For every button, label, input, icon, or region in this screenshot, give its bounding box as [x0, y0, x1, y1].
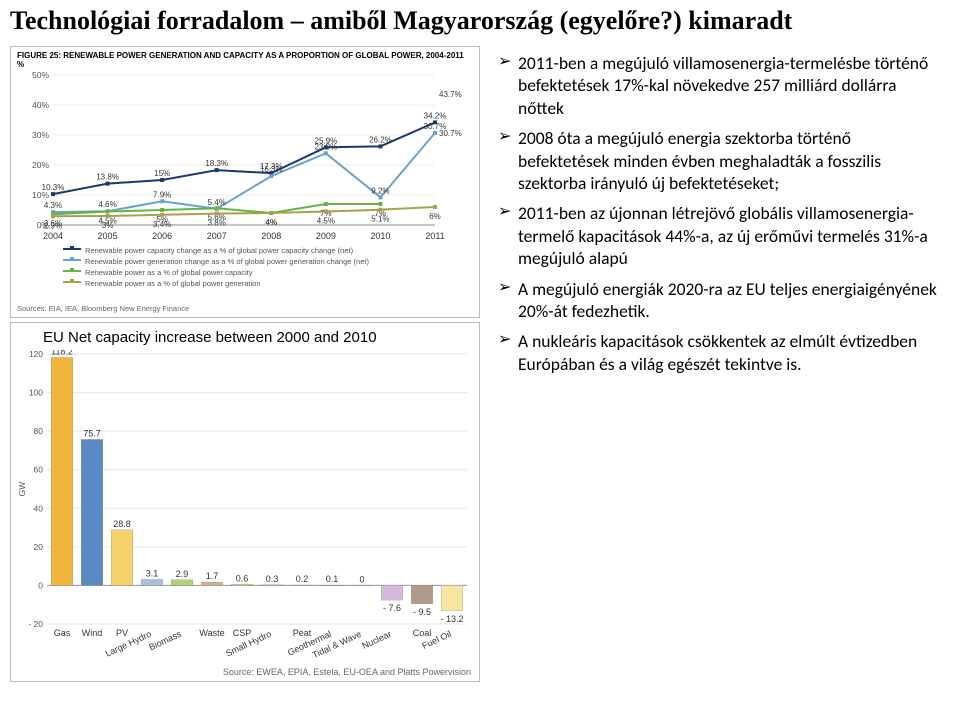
svg-text:5.1%: 5.1% — [371, 215, 389, 224]
capacity-chart-title: EU Net capacity increase between 2000 an… — [15, 325, 475, 350]
svg-text:0.3: 0.3 — [266, 574, 279, 584]
svg-text:60: 60 — [34, 465, 44, 475]
svg-text:Peat: Peat — [293, 628, 312, 638]
svg-text:120: 120 — [29, 350, 43, 359]
capacity-svg: 120 100 80 60 40 20 0 - 20 GW 118.2 Gas 75.7 Wind 28.… — [15, 350, 473, 666]
svg-text:40: 40 — [34, 503, 44, 513]
svg-text:20%: 20% — [32, 160, 49, 170]
bullet-list: 2011-ben a megújuló villamosenergia-term… — [498, 52, 940, 375]
svg-text:Biomass: Biomass — [147, 629, 183, 653]
svg-text:6%: 6% — [429, 212, 441, 221]
figure25-svg: 50%40%30%20%10%0%20042005200620072008200… — [17, 69, 475, 319]
svg-text:2006: 2006 — [152, 231, 172, 241]
svg-text:100: 100 — [29, 388, 43, 398]
capacity-bar-chart: EU Net capacity increase between 2000 an… — [10, 322, 480, 682]
svg-text:- 9.5: - 9.5 — [413, 607, 431, 617]
svg-text:9.2%: 9.2% — [371, 186, 389, 195]
svg-text:4.5%: 4.5% — [317, 217, 335, 226]
svg-text:Coal: Coal — [413, 628, 432, 638]
svg-text:2004: 2004 — [43, 231, 63, 241]
svg-text:PV: PV — [116, 628, 128, 638]
svg-text:40%: 40% — [32, 100, 49, 110]
svg-text:3.4%: 3.4% — [153, 220, 171, 229]
svg-text:2011: 2011 — [425, 231, 444, 241]
bullet-item: 2008 óta a megújuló energia szektorba tö… — [498, 127, 940, 194]
left-column: FIGURE 25: RENEWABLE POWER GENERATION AN… — [10, 46, 480, 682]
svg-text:80: 80 — [34, 426, 44, 436]
svg-text:0.6: 0.6 — [236, 573, 249, 583]
svg-text:4.6%: 4.6% — [98, 200, 116, 209]
svg-text:- 7.6: - 7.6 — [383, 603, 401, 613]
svg-text:5.4%: 5.4% — [208, 198, 226, 207]
bullet-text: A megújuló energiák 2020-ra az EU teljes… — [518, 278, 937, 322]
svg-text:2008: 2008 — [261, 231, 281, 241]
svg-text:3.8%: 3.8% — [208, 219, 226, 228]
svg-text:Renewable power capacity chang: Renewable power capacity change as a % o… — [85, 246, 354, 255]
svg-text:4.3%: 4.3% — [44, 201, 62, 210]
svg-text:30.7%: 30.7% — [439, 129, 462, 138]
figure25-source: Sources: EIA, IEA, Bloomberg New Energy … — [17, 304, 189, 313]
bullet-text: 2011-ben a megújuló villamosenergia-term… — [518, 52, 928, 119]
figure25-chart: FIGURE 25: RENEWABLE POWER GENERATION AN… — [10, 46, 480, 318]
svg-text:Renewable power as a % of glob: Renewable power as a % of global power g… — [85, 279, 261, 288]
svg-text:16.3%: 16.3% — [260, 165, 283, 174]
svg-text:2.9%: 2.9% — [44, 221, 62, 230]
bullet-item: 2011-ben az újonnan létrejövő globális v… — [498, 202, 940, 269]
svg-text:15%: 15% — [154, 169, 170, 178]
figure25-caption: FIGURE 25: RENEWABLE POWER GENERATION AN… — [17, 51, 473, 69]
page-title: Technológiai forradalom – amiből Magyaro… — [0, 0, 960, 46]
svg-text:Nuclear: Nuclear — [361, 629, 393, 651]
svg-text:18.3%: 18.3% — [205, 159, 228, 168]
bullet-text: 2008 óta a megújuló energia szektorba tö… — [518, 127, 881, 194]
svg-text:3%: 3% — [102, 221, 114, 230]
svg-text:2010: 2010 — [370, 231, 390, 241]
svg-text:20: 20 — [34, 542, 44, 552]
svg-text:26.2%: 26.2% — [369, 135, 392, 144]
bullet-item: 2011-ben a megújuló villamosenergia-term… — [498, 52, 940, 119]
bullet-item: A nukleáris kapacitások csökkentek az el… — [498, 330, 940, 375]
svg-text:28.8: 28.8 — [113, 519, 131, 529]
svg-text:118.2: 118.2 — [51, 350, 73, 356]
svg-text:23.9%: 23.9% — [315, 142, 338, 151]
bullets-block: 2011-ben a megújuló villamosenergia-term… — [480, 46, 940, 682]
svg-text:Wind: Wind — [82, 628, 103, 638]
svg-text:Renewable power as a % of glob: Renewable power as a % of global power c… — [85, 268, 253, 277]
page-root: Technológiai forradalom – amiből Magyaro… — [0, 0, 960, 710]
svg-text:43.7%: 43.7% — [439, 90, 462, 99]
bullet-item: A megújuló energiák 2020-ra az EU teljes… — [498, 278, 940, 323]
capacity-source: Source: EWEA, EPIA, Estela, EU-OEA and P… — [223, 667, 471, 677]
svg-text:3.1: 3.1 — [146, 568, 159, 578]
svg-text:2009: 2009 — [316, 231, 336, 241]
bullet-text: A nukleáris kapacitások csökkentek az el… — [518, 330, 917, 374]
svg-text:10.3%: 10.3% — [42, 183, 65, 192]
svg-text:30%: 30% — [32, 130, 49, 140]
svg-text:0: 0 — [359, 574, 364, 584]
svg-text:- 13.2: - 13.2 — [440, 614, 463, 624]
svg-text:2.9: 2.9 — [176, 569, 189, 579]
svg-text:2005: 2005 — [98, 231, 118, 241]
svg-text:0: 0 — [38, 580, 43, 590]
svg-text:50%: 50% — [32, 70, 49, 80]
bullet-text: 2011-ben az újonnan létrejövő globális v… — [518, 202, 928, 269]
svg-text:34.2%: 34.2% — [424, 111, 447, 120]
svg-text:13.8%: 13.8% — [96, 173, 119, 182]
svg-text:75.7: 75.7 — [83, 428, 101, 438]
svg-text:Large Hydro: Large Hydro — [104, 629, 153, 659]
content-row: FIGURE 25: RENEWABLE POWER GENERATION AN… — [0, 46, 960, 682]
svg-text:Waste: Waste — [199, 628, 224, 638]
svg-text:Renewable power generation cha: Renewable power generation change as a %… — [85, 257, 369, 266]
svg-text:0.2: 0.2 — [296, 574, 309, 584]
svg-text:7.9%: 7.9% — [153, 190, 171, 199]
svg-text:0.1: 0.1 — [326, 574, 339, 584]
svg-text:2007: 2007 — [207, 231, 227, 241]
svg-text:4%: 4% — [266, 218, 278, 227]
svg-text:- 20: - 20 — [28, 619, 43, 629]
svg-text:GW: GW — [17, 482, 27, 497]
svg-text:CSP: CSP — [233, 628, 252, 638]
svg-text:Gas: Gas — [54, 628, 71, 638]
svg-text:1.7: 1.7 — [206, 571, 219, 581]
